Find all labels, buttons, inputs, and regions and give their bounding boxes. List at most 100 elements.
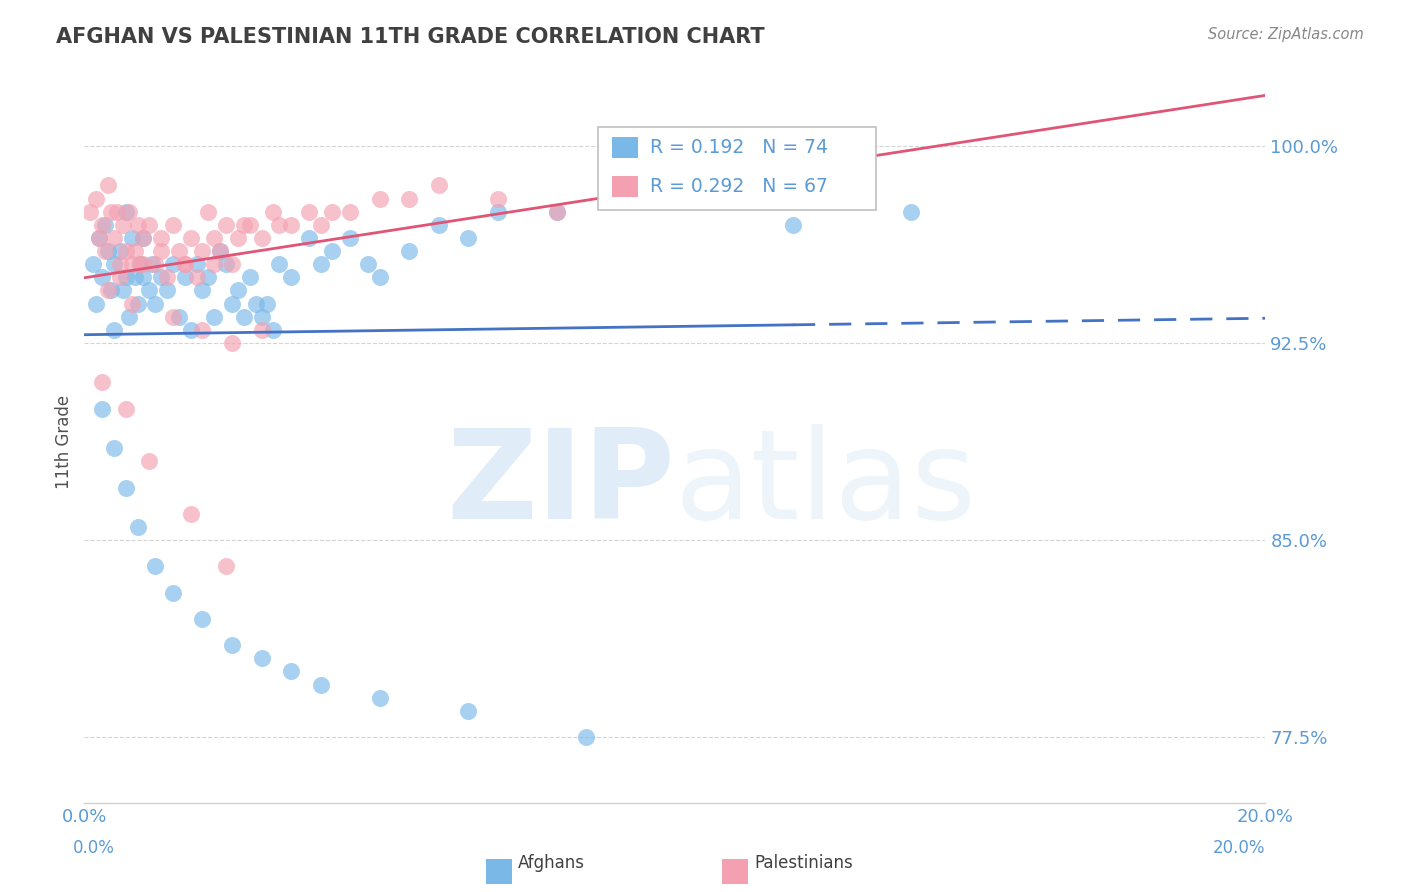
Point	[215, 218, 238, 232]
Point	[250, 231, 273, 245]
Point	[262, 204, 284, 219]
Point	[127, 218, 149, 232]
Point	[103, 441, 125, 455]
Point	[215, 559, 238, 574]
Point	[111, 284, 134, 298]
Point	[180, 507, 202, 521]
Point	[103, 323, 125, 337]
Point	[427, 218, 450, 232]
Text: 0.0%: 0.0%	[73, 839, 114, 857]
Point	[124, 244, 146, 258]
Point	[91, 270, 114, 285]
Text: R = 0.292   N = 67: R = 0.292 N = 67	[650, 177, 828, 196]
Point	[114, 204, 136, 219]
Text: 20.0%: 20.0%	[1213, 839, 1265, 857]
Point	[202, 231, 225, 245]
Point	[197, 270, 219, 285]
Point	[457, 704, 479, 718]
Point	[94, 244, 117, 258]
Point	[209, 244, 232, 258]
Point	[269, 257, 291, 271]
Point	[546, 204, 568, 219]
Point	[226, 284, 249, 298]
Point	[162, 310, 184, 324]
Point	[221, 296, 243, 310]
Point	[427, 178, 450, 193]
Point	[132, 257, 155, 271]
Point	[486, 204, 509, 219]
FancyBboxPatch shape	[612, 136, 638, 158]
Point	[398, 244, 420, 258]
Point	[232, 218, 254, 232]
Point	[398, 192, 420, 206]
Point	[132, 270, 155, 285]
Point	[91, 401, 114, 416]
Point	[309, 257, 332, 271]
Point	[280, 218, 302, 232]
Point	[138, 454, 160, 468]
Text: Source: ZipAtlas.com: Source: ZipAtlas.com	[1208, 27, 1364, 42]
Point	[100, 204, 122, 219]
FancyBboxPatch shape	[598, 128, 876, 211]
Point	[191, 284, 214, 298]
Point	[209, 244, 232, 258]
Point	[180, 323, 202, 337]
Point	[79, 204, 101, 219]
Point	[186, 257, 208, 271]
Point	[546, 204, 568, 219]
Point	[91, 218, 114, 232]
Point	[298, 231, 321, 245]
Point	[108, 257, 131, 271]
Point	[87, 231, 111, 245]
Text: Afghans: Afghans	[517, 854, 585, 871]
Point	[269, 218, 291, 232]
Point	[167, 244, 190, 258]
Point	[156, 270, 179, 285]
Point	[664, 178, 686, 193]
Point	[173, 270, 195, 285]
Point	[309, 677, 332, 691]
Point	[339, 204, 361, 219]
Point	[280, 270, 302, 285]
Point	[191, 323, 214, 337]
Point	[575, 730, 598, 744]
Point	[132, 231, 155, 245]
Point	[167, 310, 190, 324]
Point	[132, 231, 155, 245]
Point	[250, 651, 273, 665]
Point	[605, 192, 627, 206]
Point	[221, 257, 243, 271]
Text: AFGHAN VS PALESTINIAN 11TH GRADE CORRELATION CHART: AFGHAN VS PALESTINIAN 11TH GRADE CORRELA…	[56, 27, 765, 46]
Point	[138, 218, 160, 232]
Point	[256, 296, 278, 310]
Point	[215, 257, 238, 271]
Point	[127, 296, 149, 310]
Point	[226, 231, 249, 245]
Point	[180, 231, 202, 245]
Point	[202, 257, 225, 271]
Point	[162, 257, 184, 271]
Point	[108, 244, 131, 258]
Point	[121, 257, 143, 271]
Point	[664, 178, 686, 193]
Point	[121, 231, 143, 245]
Point	[121, 296, 143, 310]
Text: ZIP: ZIP	[446, 425, 675, 545]
Point	[138, 284, 160, 298]
Point	[129, 257, 152, 271]
FancyBboxPatch shape	[723, 859, 748, 884]
Point	[94, 218, 117, 232]
Point	[124, 270, 146, 285]
Point	[97, 284, 120, 298]
Point	[368, 192, 391, 206]
Text: atlas: atlas	[675, 425, 977, 545]
Point	[84, 192, 107, 206]
Point	[357, 257, 380, 271]
Point	[156, 284, 179, 298]
Point	[900, 204, 922, 219]
Point	[280, 665, 302, 679]
Point	[221, 638, 243, 652]
FancyBboxPatch shape	[612, 176, 638, 197]
Point	[105, 204, 128, 219]
Point	[232, 310, 254, 324]
